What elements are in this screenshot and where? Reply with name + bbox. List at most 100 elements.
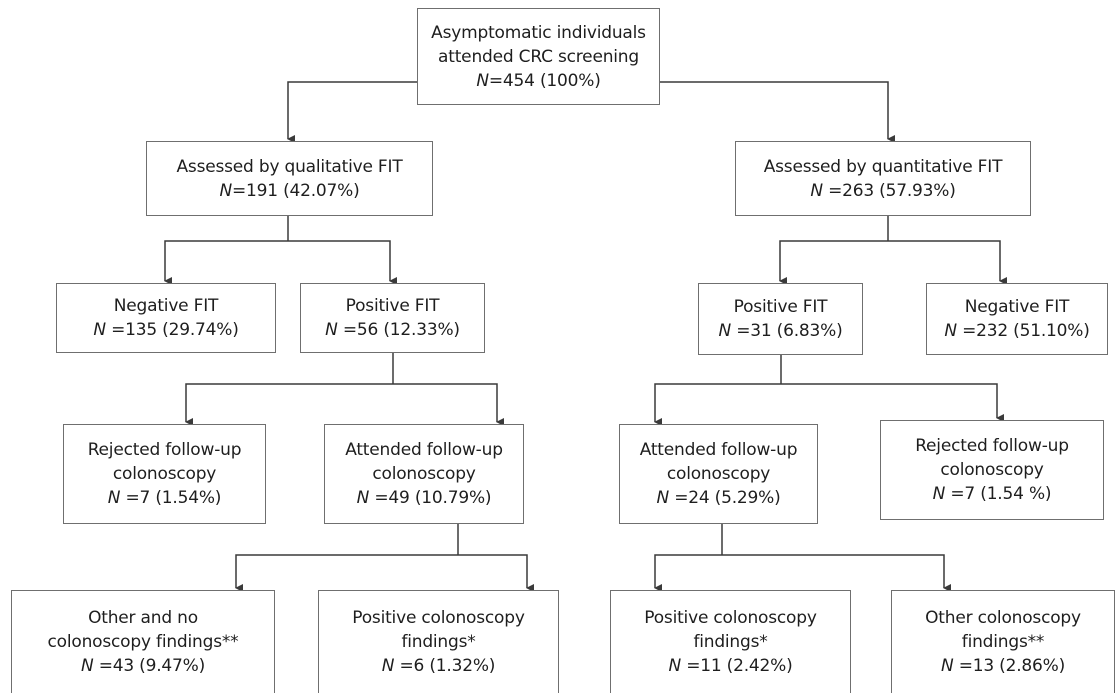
n-value: =13 (2.86%) [953,656,1066,676]
quant-other-n-line: N =13 (2.86%) [941,654,1065,678]
qual-positive-fit-title: Positive FIT [345,296,440,316]
connector-quant-positive-to-rejected [781,383,1004,422]
n-variable: N [718,321,731,341]
n-variable: N [93,320,106,340]
qual-attended-line2: colonoscopy [372,464,476,484]
n-variable: N [356,488,370,508]
qualitative-fit-title: Assessed by qualitative FIT [176,156,403,177]
qual-other-line2: colonoscopy findings** [47,632,239,652]
n-value: =7 (1.54 %) [945,484,1052,504]
connector-quantitative-to-negative [888,240,1007,285]
qual-attended-colonoscopy-box: Attended follow-up colonoscopy N =49 (10… [324,424,524,524]
qual-pos-col-n-line: N =6 (1.32%) [381,654,496,678]
quant-rejected-line1: Rejected follow-up [915,436,1069,456]
quant-positive-findings-box: Positive colonoscopy findings* N =11 (2.… [610,590,851,693]
n-variable: N [325,320,338,340]
n-variable: N [107,488,121,508]
n-value: =7 (1.54%) [120,488,222,508]
quant-attended-line2: colonoscopy [666,464,771,484]
qualitative-fit-n-line: N=191 (42.07%) [219,179,359,203]
connector-root-to-qualitative [287,81,417,143]
qualitative-fit-box: Assessed by qualitative FIT N=191 (42.07… [146,141,433,216]
n-variable: N [944,321,957,341]
quant-rejected-colonoscopy-box: Rejected follow-up colonoscopy N =7 (1.5… [880,420,1104,520]
n-variable: N [668,656,681,676]
quant-attended-line1: Attended follow-up [639,440,798,460]
quant-attended-colonoscopy-box: Attended follow-up colonoscopy N =24 (5.… [619,424,818,524]
quant-negative-fit-title: Negative FIT [964,297,1070,317]
qual-attended-n-line: N =49 (10.79%) [357,486,492,510]
connector-qual-attended-to-positive [458,554,534,592]
quantitative-fit-n-line: N =263 (57.93%) [810,179,956,203]
n-value: =24 (5.29%) [668,488,781,508]
n-value: =232 (51.10%) [956,321,1090,341]
n-value: =135 (29.74%) [105,320,239,340]
qual-rejected-n-line: N =7 (1.54%) [107,486,222,510]
n-value: =56 (12.33%) [337,320,460,340]
root-line1: Asymptomatic individuals [431,22,646,43]
qual-rejected-line2: colonoscopy [112,464,217,484]
root-n-line: N=454 (100%) [476,69,600,93]
quant-negative-fit-n-line: N =232 (51.10%) [944,319,1090,343]
qual-pos-col-line2: findings* [401,632,476,652]
n-variable: N [932,484,946,504]
quant-rejected-n-line: N =7 (1.54 %) [933,482,1052,506]
n-value: =191 (42.07%) [231,180,360,201]
quant-positive-fit-box: Positive FIT N =31 (6.83%) [698,283,863,355]
qual-other-line1: Other and no [88,608,198,628]
n-variable: N [810,180,823,201]
qual-positive-fit-n-line: N =56 (12.33%) [325,318,460,342]
qual-positive-fit-box: Positive FIT N =56 (12.33%) [300,283,485,353]
quant-other-line1: Other colonoscopy [925,608,1081,628]
n-value: =454 (100%) [488,70,601,91]
connector-qual-attended-to-other [235,554,458,592]
quant-pos-col-line1: Positive colonoscopy [644,608,817,628]
qual-pos-col-line1: Positive colonoscopy [352,608,525,628]
n-value: =263 (57.93%) [822,180,956,201]
qual-positive-findings-box: Positive colonoscopy findings* N =6 (1.3… [318,590,559,693]
connector-quantitative-to-positive [779,240,888,285]
qual-attended-line1: Attended follow-up [345,440,503,460]
quant-pos-col-n-line: N =11 (2.42%) [668,654,792,678]
qual-other-findings-box: Other and no colonoscopy findings** N =4… [11,590,275,693]
connector-qual-positive-to-rejected [185,383,393,426]
quant-attended-n-line: N =24 (5.29%) [656,486,780,510]
qual-rejected-line1: Rejected follow-up [87,440,242,460]
quant-positive-fit-n-line: N =31 (6.83%) [718,319,842,343]
n-value: =6 (1.32%) [394,656,496,676]
root-box: Asymptomatic individuals attended CRC sc… [417,8,660,105]
n-variable: N [656,488,669,508]
quant-other-line2: findings** [961,632,1045,652]
qual-other-n-line: N =43 (9.47%) [81,654,205,678]
n-variable: N [80,656,94,676]
quant-rejected-line2: colonoscopy [940,460,1044,480]
quant-positive-fit-title: Positive FIT [733,297,828,317]
root-line2: attended CRC screening [438,46,639,67]
qual-negative-fit-n-line: N =135 (29.74%) [93,318,239,342]
connector-qual-positive-to-attended [393,383,504,426]
connector-qualitative-to-negative [164,240,288,285]
qual-negative-fit-title: Negative FIT [113,296,219,316]
qual-rejected-colonoscopy-box: Rejected follow-up colonoscopy N =7 (1.5… [63,424,266,524]
n-value: =31 (6.83%) [730,321,843,341]
qual-negative-fit-box: Negative FIT N =135 (29.74%) [56,283,276,353]
n-value: =11 (2.42%) [680,656,793,676]
quantitative-fit-title: Assessed by quantitative FIT [763,156,1003,177]
connector-quant-positive-to-attended [654,383,781,426]
quant-pos-col-line2: findings* [693,632,768,652]
n-variable: N [940,656,954,676]
n-variable: N [381,656,395,676]
n-value: =43 (9.47%) [93,656,206,676]
quant-other-findings-box: Other colonoscopy findings** N =13 (2.86… [891,590,1115,693]
connector-quant-attended-to-positive [654,554,722,592]
n-variable: N [219,180,232,201]
connector-quant-attended-to-other [722,554,951,592]
n-value: =49 (10.79%) [369,488,492,508]
quant-negative-fit-box: Negative FIT N =232 (51.10%) [926,283,1108,355]
connector-root-to-quantitative [660,81,895,143]
quantitative-fit-box: Assessed by quantitative FIT N =263 (57.… [735,141,1031,216]
n-variable: N [476,70,489,91]
connector-qualitative-to-positive [288,240,397,285]
